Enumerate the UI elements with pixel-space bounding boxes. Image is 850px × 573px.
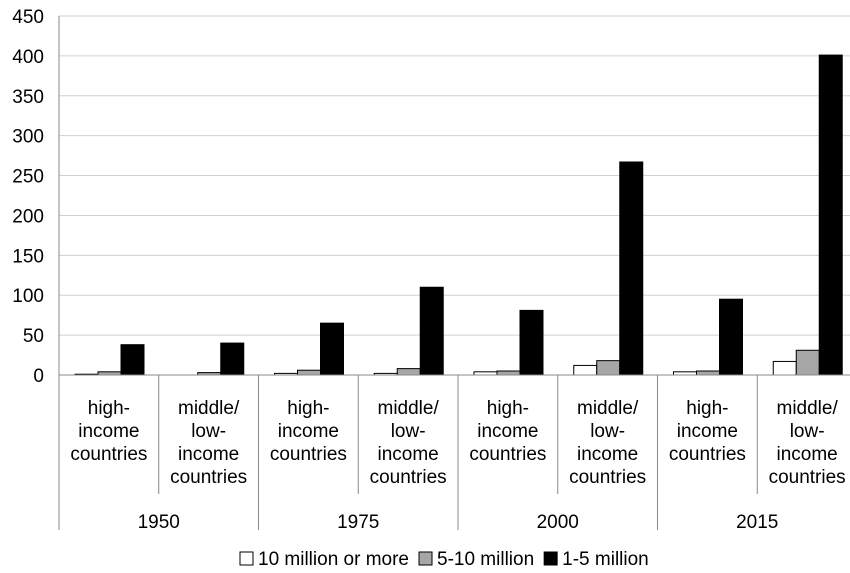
category-label: high-income countries xyxy=(669,398,746,465)
bar xyxy=(320,322,344,376)
y-tick-label: 350 xyxy=(12,87,44,108)
y-tick-label: 250 xyxy=(12,167,44,188)
y-tick-label: 150 xyxy=(12,246,44,267)
y-tick-label: 0 xyxy=(33,366,44,387)
y-tick-label: 300 xyxy=(12,127,44,148)
category-label: high-income countries xyxy=(469,398,546,465)
category-label: high-income countries xyxy=(270,398,347,465)
bar xyxy=(596,360,621,376)
bar xyxy=(120,344,145,376)
legend-swatch xyxy=(543,551,558,566)
bar xyxy=(419,286,444,376)
y-tick-label: 450 xyxy=(12,7,44,28)
legend-label: 10 million or more xyxy=(258,549,409,570)
bar xyxy=(297,369,321,376)
legend: 10 million or more 5-10 million 1-5 millio… xyxy=(239,549,649,570)
axes xyxy=(58,16,850,530)
bar xyxy=(696,370,720,376)
bar xyxy=(519,309,544,376)
category-label: middle/low-income countries xyxy=(170,398,247,488)
legend-label: 5-10 million xyxy=(437,549,534,570)
x-axis-groups: 1950 1975 2000 2015 xyxy=(138,512,779,533)
y-tick-label: 100 xyxy=(12,286,44,307)
bar xyxy=(719,298,743,376)
legend-swatch xyxy=(418,551,433,566)
bars xyxy=(74,54,843,376)
bar xyxy=(220,342,245,376)
gridlines xyxy=(59,15,850,336)
bar xyxy=(573,364,598,376)
group-label: 1975 xyxy=(337,512,379,533)
bar xyxy=(795,349,820,376)
y-axis-ticks: 0 50 100 150 200 250 300 350 400 450 xyxy=(12,7,44,387)
category-label: middle/low-income countries xyxy=(769,398,846,488)
legend-swatch xyxy=(239,551,254,566)
category-label: middle/low-income countries xyxy=(569,398,646,488)
x-axis-categories: high-income countries middle/low-income cou… xyxy=(70,398,845,488)
y-tick-label: 200 xyxy=(12,206,44,227)
group-label: 2015 xyxy=(736,512,778,533)
y-tick-label: 400 xyxy=(12,47,44,68)
y-tick-label: 50 xyxy=(23,326,44,347)
bar xyxy=(496,370,521,376)
bar xyxy=(396,368,421,376)
category-label: middle/low-income countries xyxy=(370,398,447,488)
group-label: 1950 xyxy=(138,512,180,533)
bar xyxy=(772,360,797,376)
bar xyxy=(619,161,644,376)
legend-label: 1-5 million xyxy=(562,549,649,570)
category-label: high-income countries xyxy=(70,398,147,465)
group-label: 2000 xyxy=(537,512,579,533)
bar xyxy=(818,54,843,376)
